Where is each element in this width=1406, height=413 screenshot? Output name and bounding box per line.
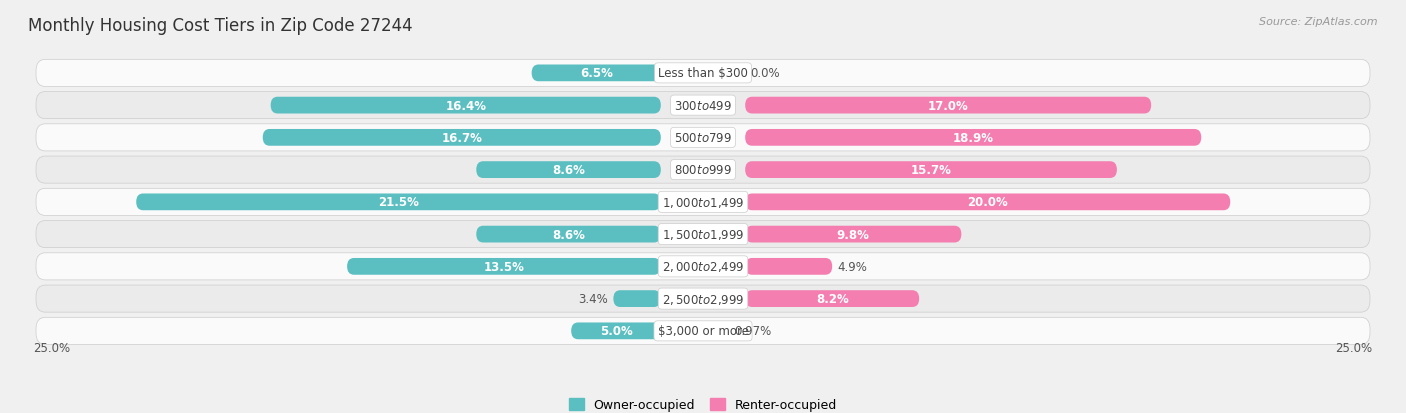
Text: 8.2%: 8.2%: [815, 292, 849, 305]
FancyBboxPatch shape: [37, 221, 1369, 248]
FancyBboxPatch shape: [271, 97, 661, 114]
Text: 20.0%: 20.0%: [967, 196, 1008, 209]
Legend: Owner-occupied, Renter-occupied: Owner-occupied, Renter-occupied: [564, 393, 842, 413]
Text: 16.7%: 16.7%: [441, 132, 482, 145]
FancyBboxPatch shape: [721, 323, 752, 339]
Text: 8.6%: 8.6%: [553, 164, 585, 177]
Text: 0.97%: 0.97%: [734, 325, 770, 337]
Text: 15.7%: 15.7%: [911, 164, 952, 177]
FancyBboxPatch shape: [745, 130, 1201, 146]
Text: 18.9%: 18.9%: [953, 132, 994, 145]
Text: 21.5%: 21.5%: [378, 196, 419, 209]
Text: $2,000 to $2,499: $2,000 to $2,499: [662, 260, 744, 274]
FancyBboxPatch shape: [37, 124, 1369, 152]
FancyBboxPatch shape: [136, 194, 661, 211]
FancyBboxPatch shape: [745, 162, 1116, 178]
FancyBboxPatch shape: [37, 318, 1369, 344]
FancyBboxPatch shape: [745, 194, 1230, 211]
FancyBboxPatch shape: [37, 93, 1369, 119]
Text: 5.0%: 5.0%: [599, 325, 633, 337]
Text: 0.0%: 0.0%: [751, 67, 780, 80]
Text: $3,000 or more: $3,000 or more: [658, 325, 748, 337]
Text: 16.4%: 16.4%: [446, 100, 486, 112]
Text: 25.0%: 25.0%: [34, 341, 70, 354]
FancyBboxPatch shape: [37, 253, 1369, 280]
Text: Source: ZipAtlas.com: Source: ZipAtlas.com: [1260, 17, 1378, 26]
Text: 8.6%: 8.6%: [553, 228, 585, 241]
FancyBboxPatch shape: [745, 290, 920, 307]
FancyBboxPatch shape: [745, 259, 832, 275]
Text: $1,000 to $1,499: $1,000 to $1,499: [662, 195, 744, 209]
Text: Monthly Housing Cost Tiers in Zip Code 27244: Monthly Housing Cost Tiers in Zip Code 2…: [28, 17, 413, 34]
Text: 25.0%: 25.0%: [1336, 341, 1372, 354]
FancyBboxPatch shape: [613, 290, 661, 307]
Text: 3.4%: 3.4%: [578, 292, 609, 305]
Text: 6.5%: 6.5%: [579, 67, 613, 80]
Text: $1,500 to $1,999: $1,500 to $1,999: [662, 228, 744, 242]
FancyBboxPatch shape: [37, 60, 1369, 87]
FancyBboxPatch shape: [477, 162, 661, 178]
FancyBboxPatch shape: [37, 189, 1369, 216]
FancyBboxPatch shape: [477, 226, 661, 243]
Text: $500 to $799: $500 to $799: [673, 132, 733, 145]
Text: Less than $300: Less than $300: [658, 67, 748, 80]
FancyBboxPatch shape: [745, 97, 1152, 114]
FancyBboxPatch shape: [571, 323, 661, 339]
FancyBboxPatch shape: [531, 65, 661, 82]
Text: $800 to $999: $800 to $999: [673, 164, 733, 177]
FancyBboxPatch shape: [37, 157, 1369, 184]
Text: 9.8%: 9.8%: [837, 228, 870, 241]
Text: $2,500 to $2,999: $2,500 to $2,999: [662, 292, 744, 306]
Text: 4.9%: 4.9%: [838, 260, 868, 273]
FancyBboxPatch shape: [37, 285, 1369, 312]
FancyBboxPatch shape: [745, 226, 962, 243]
FancyBboxPatch shape: [263, 130, 661, 146]
Text: 17.0%: 17.0%: [928, 100, 969, 112]
Text: 13.5%: 13.5%: [484, 260, 524, 273]
FancyBboxPatch shape: [347, 259, 661, 275]
Text: $300 to $499: $300 to $499: [673, 100, 733, 112]
